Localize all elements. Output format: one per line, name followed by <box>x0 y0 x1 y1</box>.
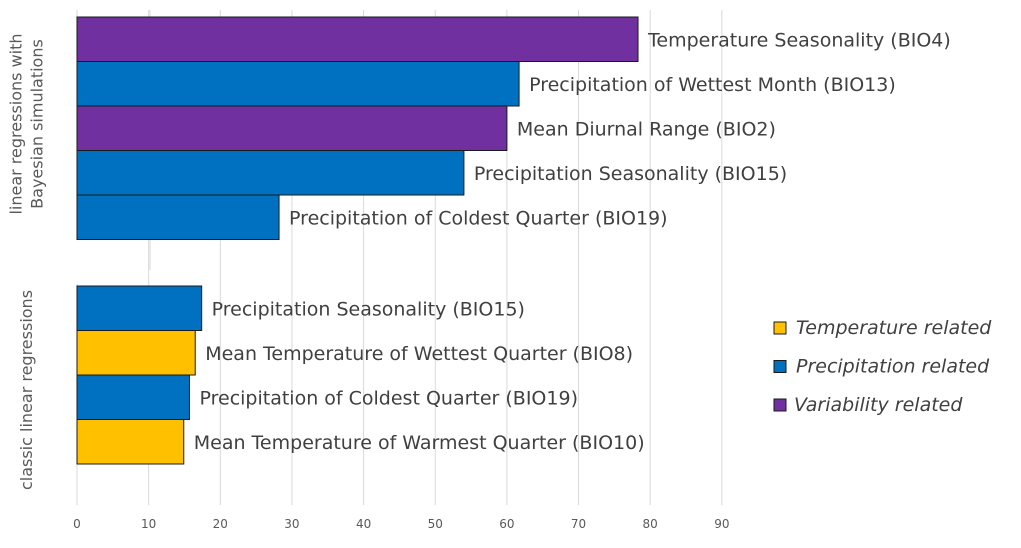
legend-swatch <box>773 398 787 412</box>
bar <box>76 61 520 107</box>
group-label: linear regressions with Bayesian simulati… <box>7 33 47 214</box>
bar-label: Mean Diurnal Range (BIO2) <box>517 118 776 140</box>
bar <box>76 105 508 151</box>
x-tick-label: 60 <box>499 517 514 531</box>
legend-label: Precipitation related <box>796 356 990 378</box>
bar-label: Mean Temperature of Wettest Quarter (BIO… <box>205 343 633 365</box>
bar-labels: Temperature Seasonality (BIO4) Precipitat… <box>194 29 951 454</box>
x-axis-ticks: 0 10 20 30 40 50 60 70 80 90 <box>73 517 729 531</box>
bar <box>76 285 203 331</box>
legend-label: Temperature related <box>796 317 992 339</box>
bar <box>76 16 639 62</box>
group-label-line: Bayesian simulations <box>28 39 47 209</box>
x-tick-label: 0 <box>73 517 81 531</box>
x-tick-label: 50 <box>428 517 443 531</box>
x-tick-label: 10 <box>141 517 156 531</box>
x-tick-label: 70 <box>571 517 586 531</box>
bar-label: Mean Temperature of Warmest Quarter (BIO… <box>194 432 645 454</box>
bar-label: Precipitation of Coldest Quarter (BIO19) <box>199 387 578 409</box>
bar <box>76 419 185 465</box>
legend-swatch <box>773 321 787 335</box>
x-tick-label: 30 <box>284 517 299 531</box>
bar <box>76 150 465 196</box>
x-tick-label: 90 <box>714 517 729 531</box>
legend-swatch <box>773 360 787 373</box>
bars <box>76 16 639 465</box>
bar-label: Temperature Seasonality (BIO4) <box>647 29 951 51</box>
bar <box>76 330 196 376</box>
group-labels: linear regressions with Bayesian simulati… <box>7 33 47 490</box>
x-tick-label: 80 <box>643 517 658 531</box>
legend: Temperature related Precipitation related… <box>773 317 992 416</box>
group-label-line: linear regressions with <box>7 33 26 214</box>
legend-label: Variability related <box>794 394 963 416</box>
bar-label: Precipitation Seasonality (BIO15) <box>212 298 525 320</box>
bar <box>76 374 190 420</box>
bar-label: Precipitation Seasonality (BIO15) <box>474 163 787 185</box>
bar-label: Precipitation of Wettest Month (BIO13) <box>529 74 896 96</box>
group-label-line: classic linear regressions <box>17 290 36 490</box>
x-tick-label: 40 <box>356 517 371 531</box>
bar-label: Precipitation of Coldest Quarter (BIO19) <box>289 207 667 229</box>
x-tick-label: 20 <box>213 517 228 531</box>
bar <box>76 194 280 240</box>
group-label: classic linear regressions <box>17 290 36 490</box>
